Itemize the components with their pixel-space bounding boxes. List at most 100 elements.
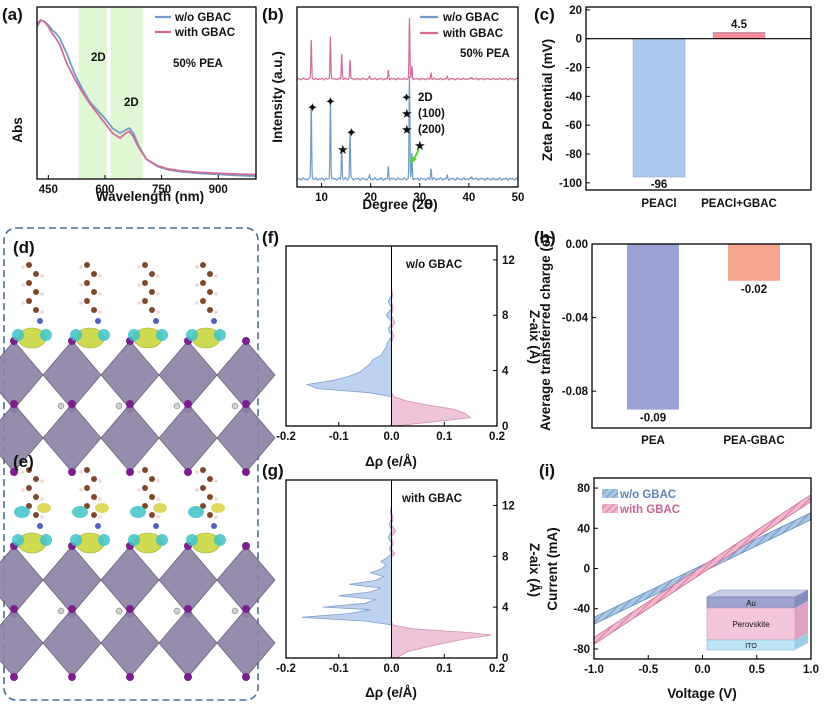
panel-label-g: (g) [262,461,284,480]
x-axis-label-f: Δρ (e/Å) [365,454,417,469]
octahedron-e [42,608,102,678]
hydrogen-atom-d [137,283,141,287]
plot-frame-h [591,243,812,429]
iodide-atom-e [68,673,76,681]
y-axis-label-b: Intensity (a.u.) [270,51,285,143]
iodide-atom-d [10,468,18,476]
carbon-atom-e [200,503,206,509]
plot-frame-c [585,6,812,191]
hydrogen-atom-d [79,283,83,287]
cation-e [231,607,239,615]
x-tick-label-b: 10 [315,192,328,204]
x-tick-label-g: 0.2 [489,663,505,675]
panel-label-a: (a) [2,5,23,24]
panel-label-i: (i) [539,461,555,480]
cation-d [231,402,239,410]
iodide-atom-e [10,605,18,613]
carbon-atom-d [91,271,97,277]
iodide-atom-e [126,673,134,681]
legend-marker-100: ★ [401,106,413,121]
density-lobe-cyan-d [12,329,24,341]
carbon-atom-d [142,280,148,286]
octahedron-d [42,340,102,410]
cation-d [115,402,123,410]
x-tick-label-f: 0.2 [489,431,505,443]
density-lobe-yellow-e [37,503,51,513]
panel-f: -0.2 -0.1 0.0 0.1 0.20 4 8 12 (f) w/o GBAC Δρ (… [262,228,542,469]
hydrogen-atom-e [195,470,199,474]
hydrogen-atom-e [156,497,160,501]
hydrogen-atom-d [79,265,83,269]
octahedron-d [100,403,160,473]
iodide-atom-d [184,468,192,476]
x-tick-label-a: 750 [152,184,171,196]
y-axis-label-f: Z-aix (Å) [527,310,542,364]
legend-wo-a: w/o GBAC [174,12,231,24]
y-tick-label-g: 4 [502,602,509,614]
carbon-atom-e [26,485,32,491]
x-axis-label-b-part2: ) [433,197,438,212]
octahedron-d [216,340,276,410]
carbon-atom-e [149,512,155,518]
inset-au-side [795,590,808,608]
density-lobe-cyan-d [70,329,82,341]
plot-frame-a [36,6,257,180]
carbon-atom-e [26,503,32,509]
carbon-atom-d [207,271,213,277]
bar-h-pea [627,244,679,410]
inset-perovskite-layer [706,607,796,641]
negative-region-f [305,246,392,426]
panel-g: -0.2 -0.1 0.0 0.1 0.20 4 8 12 (g) with GBAC Δρ … [262,461,542,700]
peak-marker-2d-1: ✦ [307,100,318,115]
legend-g: with GBAC [401,493,462,505]
inset-label-au: Au [746,599,756,608]
inset-label-perovskite: Perovskite [732,620,770,629]
y-tick-label-g: 8 [502,551,509,563]
y-tick-label-h: -0.08 [562,386,589,398]
y-tick-label-g: 12 [502,500,515,512]
hydrogen-atom-e [21,488,25,492]
hydrogen-atom-e [214,479,218,483]
legend-f: w/o GBAC [405,259,462,271]
carbon-atom-e [142,467,148,473]
density-lobe-yellow-e [153,503,167,513]
carbon-atom-d [26,280,32,286]
x-tick-label-b: 20 [364,192,377,204]
bar-value-label-c: -96 [651,179,668,191]
hydrogen-atom-d [21,283,25,287]
hydrogen-atom-e [98,479,102,483]
x-tick-label-b: 40 [462,192,475,204]
octahedron-d [0,340,44,410]
density-lobe-cyan-e [156,534,168,546]
positive-region-f [391,246,472,427]
panel-i: Au Perovskite ITO -1.0 -0.5 0.0 0.5 1.0 -80 -4… [539,461,819,701]
y-axis-label-g: Z-aix (Å) [527,543,542,597]
octahedron-e [100,545,160,615]
x-axis-label-g: Δρ (e/Å) [365,685,417,700]
annotation-50pea-b: 50% PEA [460,48,510,60]
legend-with-b: with GBAC [442,28,503,40]
bar-h-pea-gbac [728,244,780,281]
x-tick-label-a: 900 [209,184,228,196]
iodide-atom-d [242,468,250,476]
x-tick-label-i: 0.0 [695,664,711,676]
hydrogen-atom-e [40,497,44,501]
iodide-atom-e [242,673,250,681]
inset-perovskite-side [795,601,808,640]
hydrogen-atom-d [137,301,141,305]
carbon-atom-d [149,307,155,313]
peak-marker-100: ★ [337,142,349,157]
density-lobe-cyan-e [12,534,24,546]
hydrogen-atom-d [195,265,199,269]
y-tick-label-g: 0 [502,653,508,665]
iodide-atom-d [126,468,134,476]
panel-c: -96 PEACl 4.5 PEACl+GBAC 20 0 -20 -40 -60 -80 -10… [534,5,812,210]
hydrogen-atom-d [214,274,218,278]
x-tick-label-g: -0.2 [276,663,296,675]
bar-c-peacl [632,38,686,178]
octahedron-e [158,545,218,615]
y-tick-label-f: 4 [502,366,509,378]
structure-dashed-frame [3,227,259,701]
iodide-atom-d [68,400,76,408]
